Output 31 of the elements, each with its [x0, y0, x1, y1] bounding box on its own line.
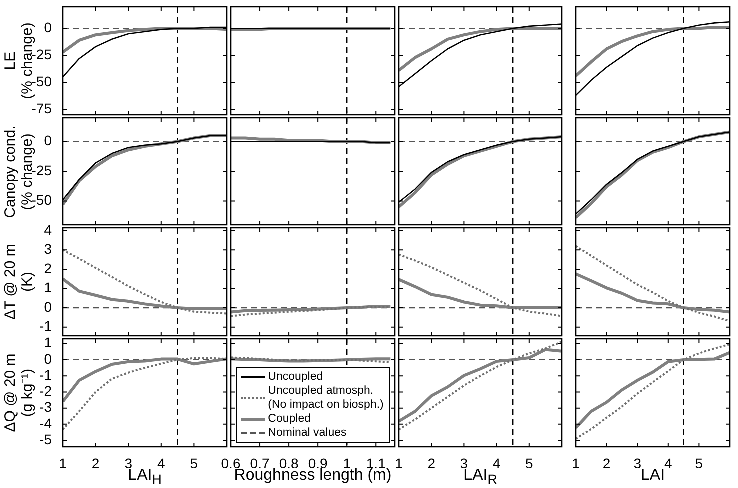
y-axis-title: ΔT @ 20 m (K) — [2, 244, 36, 320]
legend-label: Uncoupled atmosph. (No impact on biosph.) — [268, 384, 384, 412]
x-axis-title: LAI — [641, 467, 665, 484]
y-tick-label: 2 — [44, 260, 52, 276]
legend-label: Uncoupled — [268, 370, 324, 384]
y-tick-label: -75 — [32, 100, 52, 116]
y-tick-label: 0 — [44, 132, 52, 149]
y-tick-label: 1 — [44, 280, 52, 296]
legend-label: Coupled — [268, 412, 311, 426]
x-tick-label: 4 — [664, 455, 672, 472]
y-tick-label: 0 — [44, 350, 52, 367]
x-tick-label: 1 — [395, 455, 404, 472]
legend-label: Nominal values — [268, 426, 347, 440]
x-tick-label: 1 — [59, 455, 68, 472]
y-tick-label: -4 — [40, 415, 52, 432]
y-tick-label: 3 — [44, 241, 52, 258]
y-tick-label: 0 — [44, 298, 52, 315]
y-axis-title: ΔQ @ 20 m (g kg⁻¹) — [2, 354, 36, 432]
y-tick-label: -3 — [40, 399, 52, 416]
x-tick-label: 1 — [572, 455, 580, 472]
y-tick-label: -5 — [40, 431, 52, 448]
x-tick-label: 2 — [602, 455, 611, 472]
x-tick-label: 2 — [428, 455, 436, 472]
y-tick-label: 1 — [44, 334, 52, 351]
y-tick-label: -1 — [40, 366, 52, 383]
x-tick-label: 2 — [92, 455, 100, 472]
y-tick-label: 4 — [44, 222, 52, 238]
y-tick-label: -2 — [40, 383, 52, 400]
x-tick-label: 1 — [343, 455, 352, 472]
y-tick-label: -1 — [40, 318, 52, 334]
y-tick-label: 0 — [44, 19, 52, 36]
